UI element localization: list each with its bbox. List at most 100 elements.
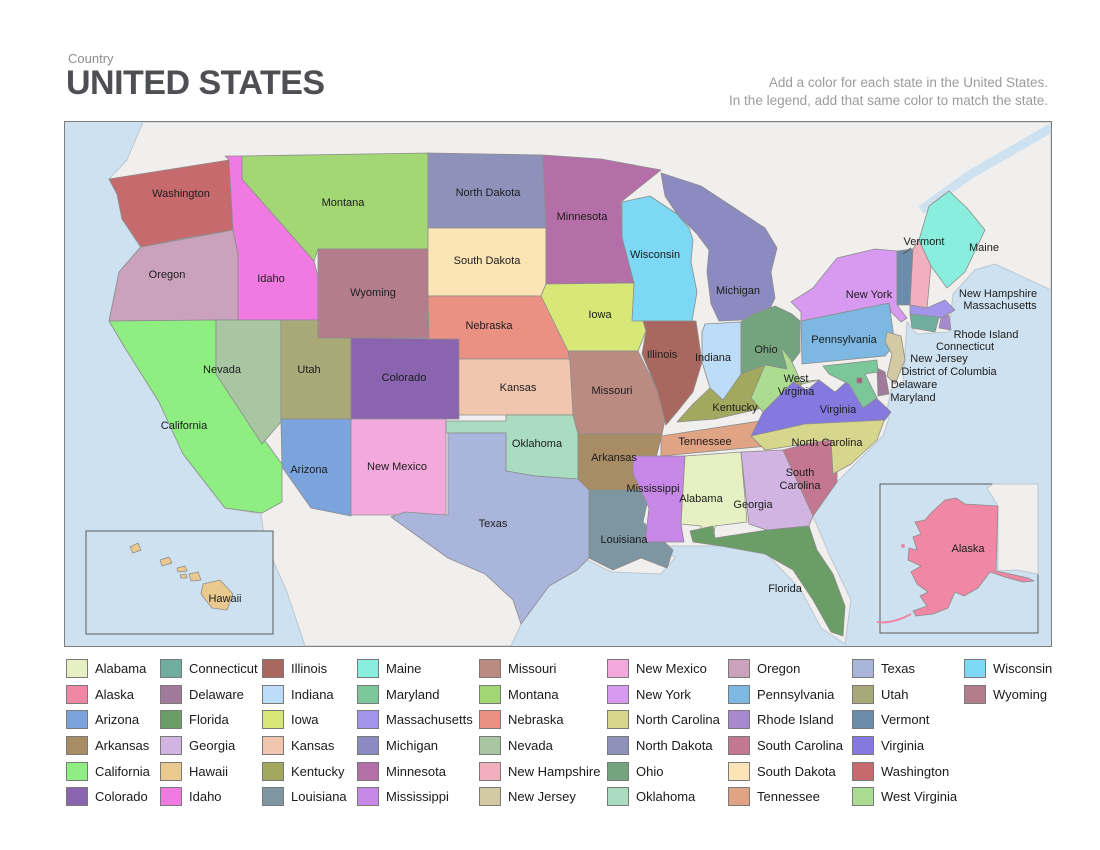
- state-michigan[interactable]: [660, 172, 778, 322]
- legend-swatch[interactable]: [160, 659, 182, 679]
- legend-swatch[interactable]: [728, 659, 750, 679]
- legend-swatch[interactable]: [66, 761, 88, 781]
- state-hawaii[interactable]: [129, 542, 234, 611]
- state-maine[interactable]: [918, 190, 986, 289]
- legend-swatch[interactable]: [852, 710, 874, 730]
- state-label-district-of-columbia: District of Columbia: [901, 366, 997, 378]
- alaska-aleutian-islands: [876, 613, 912, 624]
- legend-swatch[interactable]: [66, 736, 88, 756]
- legend-swatch[interactable]: [357, 684, 379, 704]
- legend-swatch[interactable]: [262, 787, 284, 807]
- state-rhode-island[interactable]: [938, 314, 952, 331]
- legend-swatch[interactable]: [479, 684, 501, 704]
- legend-swatch[interactable]: [160, 710, 182, 730]
- vermont-label-leader: [902, 247, 912, 255]
- legend-swatch[interactable]: [357, 659, 379, 679]
- legend-swatch[interactable]: [479, 659, 501, 679]
- state-label-tennessee: Tennessee: [678, 436, 731, 448]
- legend-swatch[interactable]: [66, 710, 88, 730]
- us-map-svg: Washington Oregon California Nevada Idah…: [65, 122, 1051, 646]
- legend-swatch[interactable]: [852, 684, 874, 704]
- legend-swatch[interactable]: [852, 736, 874, 756]
- legend-label: Illinois: [291, 661, 328, 677]
- state-label-iowa: Iowa: [588, 309, 612, 321]
- legend-swatch[interactable]: [160, 684, 182, 704]
- legend-swatch[interactable]: [262, 710, 284, 730]
- legend-swatch[interactable]: [607, 736, 629, 756]
- state-label-california: California: [161, 420, 208, 432]
- legend-swatch[interactable]: [852, 787, 874, 807]
- legend-swatch[interactable]: [607, 684, 629, 704]
- state-label-maine: Maine: [969, 242, 999, 254]
- legend-swatch[interactable]: [852, 659, 874, 679]
- state-florida[interactable]: [689, 525, 846, 637]
- legend-swatch[interactable]: [262, 684, 284, 704]
- state-label-indiana: Indiana: [695, 352, 732, 364]
- legend-swatch[interactable]: [160, 787, 182, 807]
- legend-swatch[interactable]: [964, 659, 986, 679]
- legend-swatch[interactable]: [357, 787, 379, 807]
- legend-swatch[interactable]: [607, 710, 629, 730]
- state-delaware[interactable]: [876, 367, 890, 397]
- legend-swatch[interactable]: [728, 787, 750, 807]
- legend-swatch[interactable]: [607, 761, 629, 781]
- state-new-jersey[interactable]: [884, 331, 906, 385]
- state-label-louisiana: Louisiana: [600, 534, 648, 546]
- state-wisconsin[interactable]: [621, 195, 698, 322]
- state-maryland[interactable]: [822, 359, 879, 409]
- legend-swatch[interactable]: [262, 761, 284, 781]
- state-label-michigan: Michigan: [716, 285, 760, 297]
- legend-swatch[interactable]: [728, 761, 750, 781]
- legend-swatch[interactable]: [964, 684, 986, 704]
- legend-label: Georgia: [189, 738, 236, 754]
- legend-label: Delaware: [189, 686, 244, 702]
- legend-swatch[interactable]: [728, 710, 750, 730]
- state-alaska[interactable]: [907, 497, 1035, 617]
- legend-swatch[interactable]: [728, 684, 750, 704]
- legend-label: New Hampshire: [508, 763, 601, 779]
- legend-swatch[interactable]: [852, 761, 874, 781]
- legend-swatch[interactable]: [479, 761, 501, 781]
- state-label-wisconsin: Wisconsin: [630, 249, 680, 261]
- state-label-idaho: Idaho: [257, 273, 285, 285]
- legend-label: Connecticut: [189, 661, 258, 677]
- state-district-of-columbia[interactable]: [856, 377, 863, 384]
- legend-swatch[interactable]: [607, 659, 629, 679]
- state-label-washington: Washington: [152, 188, 210, 200]
- legend-swatch[interactable]: [357, 710, 379, 730]
- legend-swatch[interactable]: [479, 710, 501, 730]
- legend-item-delaware: Delaware: [160, 682, 262, 707]
- state-colorado[interactable]: [350, 337, 460, 420]
- state-new-york[interactable]: [790, 248, 908, 323]
- legend-swatch[interactable]: [357, 736, 379, 756]
- legend-item-new-hampshire: New Hampshire: [479, 759, 607, 784]
- state-illinois[interactable]: [641, 320, 703, 426]
- legend-label: Mississippi: [386, 789, 449, 805]
- legend-item-kansas: Kansas: [262, 733, 357, 758]
- legend-swatch[interactable]: [479, 787, 501, 807]
- legend-swatch[interactable]: [262, 659, 284, 679]
- legend-swatch[interactable]: [66, 787, 88, 807]
- state-texas[interactable]: [390, 432, 590, 625]
- legend-swatch[interactable]: [160, 761, 182, 781]
- state-label-new-jersey: New Jersey: [910, 353, 968, 365]
- legend-item-illinois: Illinois: [262, 656, 357, 681]
- legend-swatch[interactable]: [160, 736, 182, 756]
- legend-label: Maine: [386, 661, 422, 677]
- legend-swatch[interactable]: [607, 787, 629, 807]
- state-connecticut[interactable]: [909, 313, 940, 333]
- state-west-virginia[interactable]: [750, 346, 820, 413]
- legend-item-virginia: Virginia: [852, 733, 964, 758]
- legend-swatch[interactable]: [357, 761, 379, 781]
- legend-label: Pennsylvania: [757, 686, 835, 702]
- legend-swatch[interactable]: [262, 736, 284, 756]
- state-new-hampshire[interactable]: [909, 239, 932, 309]
- state-label-alaska: Alaska: [951, 543, 985, 555]
- state-label-mississippi: Mississippi: [626, 483, 679, 495]
- legend-swatch[interactable]: [66, 659, 88, 679]
- legend-swatch[interactable]: [728, 736, 750, 756]
- state-nevada[interactable]: [215, 319, 282, 445]
- legend-label: Missouri: [508, 661, 557, 677]
- legend-swatch[interactable]: [479, 736, 501, 756]
- legend-swatch[interactable]: [66, 684, 88, 704]
